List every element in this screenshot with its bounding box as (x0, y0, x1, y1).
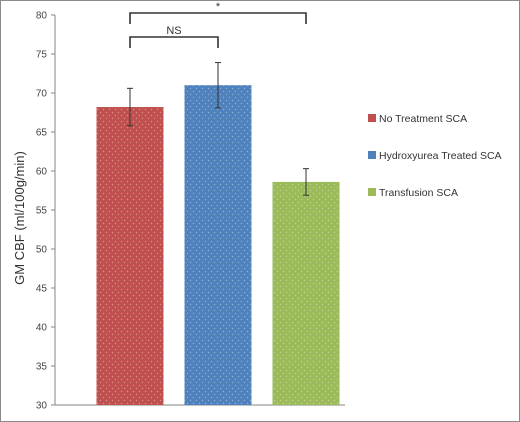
y-tick-label: 80 (36, 11, 48, 22)
y-tick-label: 60 (36, 167, 48, 178)
bars (96, 85, 340, 405)
bracket-line (129, 36, 219, 48)
y-axis-title: GM CBF (ml/100g/min) (12, 151, 27, 285)
y-tick-label: 30 (36, 401, 48, 412)
legend-label: No Treatment SCA (379, 113, 467, 125)
legend-swatch (368, 188, 376, 196)
y-tick-label: 75 (36, 50, 48, 61)
legend-swatch (368, 114, 376, 122)
y-tick-label: 55 (36, 206, 48, 217)
bar-0 (96, 107, 164, 405)
y-tick-label: 35 (36, 362, 48, 373)
legend-swatch (368, 151, 376, 159)
y-tick-label: 65 (36, 128, 48, 139)
bar-1 (184, 85, 252, 405)
legend: No Treatment SCA Hydroxyurea Treated SCA T… (368, 113, 502, 199)
y-tick-label: 50 (36, 245, 48, 256)
legend-label: Hydroxyurea Treated SCA (379, 150, 502, 162)
y-tick-label: 70 (36, 89, 48, 100)
significance-annotations: NS * (129, 1, 307, 48)
legend-label: Transfusion SCA (379, 187, 458, 199)
significance-bracket-1: * (129, 1, 307, 24)
significance-bracket-0: NS (129, 25, 219, 48)
y-tick-label: 45 (36, 284, 48, 295)
bracket-line (129, 12, 307, 24)
legend-item-1: Hydroxyurea Treated SCA (368, 150, 502, 162)
bar-2 (272, 181, 340, 405)
significance-label: NS (166, 25, 181, 37)
y-tick-label: 40 (36, 323, 48, 334)
significance-label: * (216, 1, 221, 13)
legend-item-0: No Treatment SCA (368, 113, 467, 125)
legend-item-2: Transfusion SCA (368, 187, 458, 199)
error-bars (127, 62, 309, 196)
